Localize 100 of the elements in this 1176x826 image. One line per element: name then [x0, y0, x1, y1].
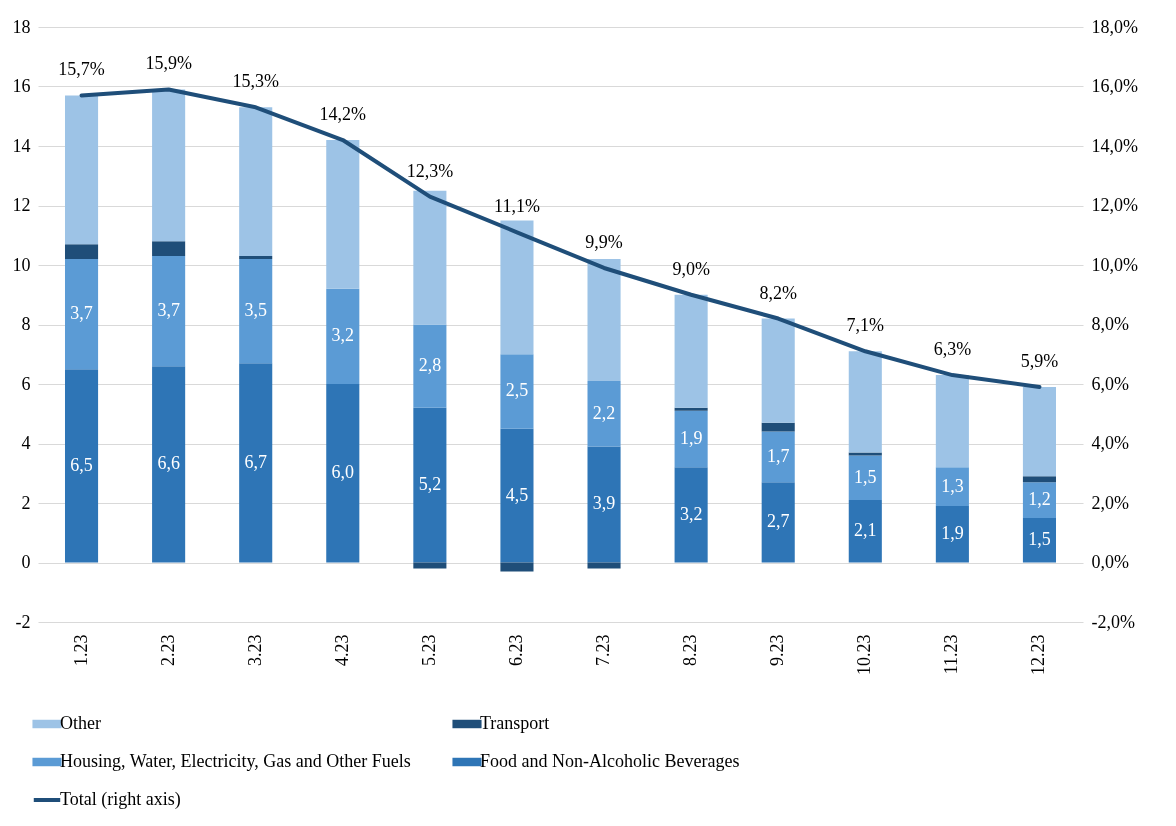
- x-tick-label: 8.23: [680, 634, 701, 666]
- data-label: 3,2: [331, 325, 355, 346]
- bar: [848, 455, 882, 501]
- bar: [326, 288, 360, 384]
- bar: [761, 422, 795, 432]
- x-tick-label: 11.23: [941, 634, 962, 675]
- data-label: 14,2%: [319, 104, 367, 125]
- y2-tick-label: 4,0%: [1091, 433, 1129, 453]
- x-tick-label: 4.23: [331, 634, 352, 666]
- data-label: 15,7%: [58, 59, 105, 80]
- bar: [500, 562, 534, 572]
- legend-label: Total (right axis): [60, 789, 181, 810]
- y2-tick-label: 10,0%: [1091, 254, 1138, 275]
- x-tick-label: 10.23: [854, 634, 875, 675]
- y2-tick-label: 0,0%: [1091, 552, 1129, 572]
- bar: [1022, 517, 1056, 563]
- data-label: 3,5: [244, 300, 267, 321]
- y2-tick-label: 8,0%: [1091, 314, 1129, 334]
- data-label: 2,5: [505, 380, 529, 401]
- bar: [500, 220, 534, 355]
- x-tick-label: 3.23: [244, 634, 265, 666]
- data-label: 3,7: [70, 303, 93, 324]
- legend-label: Other: [60, 713, 101, 733]
- y-tick-label: 14: [12, 135, 31, 156]
- bar: [413, 190, 447, 325]
- data-label: 6,7: [244, 451, 267, 472]
- data-label: 1,2: [1028, 489, 1051, 510]
- data-label: 12,3%: [406, 160, 454, 181]
- data-label: 5,2: [418, 474, 442, 495]
- bar: [674, 467, 708, 563]
- bar: [935, 467, 969, 506]
- y2-tick-label: 16,0%: [1091, 76, 1138, 96]
- bar: [935, 375, 969, 468]
- y-tick-label: 18: [12, 16, 31, 37]
- data-label: 8,2%: [759, 282, 797, 303]
- data-label: 2,2: [592, 402, 616, 423]
- bar: [65, 259, 99, 370]
- x-tick-label: 1.23: [70, 634, 91, 666]
- y2-tick-label: 12,0%: [1091, 195, 1138, 215]
- bar: [674, 294, 708, 408]
- data-label: 6,6: [157, 453, 180, 474]
- bar: [326, 140, 360, 289]
- bar: [500, 428, 534, 563]
- y2-tick-label: -2,0%: [1091, 611, 1135, 632]
- data-label: 1,5: [1028, 529, 1051, 550]
- bar: [152, 89, 186, 242]
- y-tick-label: 10: [12, 254, 31, 275]
- y2-tick-label: 6,0%: [1091, 373, 1129, 394]
- data-label: 1,9: [941, 523, 964, 544]
- data-label: 6,0: [331, 462, 355, 483]
- x-tick-label: 5.23: [418, 634, 439, 666]
- data-label: 1,7: [766, 445, 790, 466]
- data-label: 3,7: [157, 300, 180, 321]
- bar: [761, 482, 795, 563]
- data-label: 15,9%: [145, 53, 192, 74]
- x-tick-label: 12.23: [1028, 634, 1049, 675]
- legend-label: Food and Non-Alcoholic Beverages: [480, 751, 740, 771]
- data-label: 1,3: [941, 475, 964, 496]
- data-label: 9,0%: [672, 258, 710, 279]
- bar: [674, 407, 708, 411]
- bar: [152, 256, 186, 367]
- bar: [239, 256, 273, 260]
- legend-label: Transport: [480, 713, 550, 733]
- bar: [848, 500, 882, 563]
- data-label: 11,1%: [494, 196, 540, 217]
- bar: [413, 407, 447, 563]
- bar: [587, 259, 621, 382]
- y2-tick-label: 2,0%: [1091, 492, 1129, 513]
- bar: [761, 431, 795, 483]
- data-label: 4,5: [505, 484, 529, 505]
- bar: [848, 351, 882, 453]
- data-label: 6,3%: [933, 339, 972, 360]
- data-label: 2,1: [854, 520, 877, 541]
- legend-label: Housing, Water, Electricity, Gas and Other Fuels: [60, 751, 411, 771]
- bar: [674, 410, 708, 468]
- data-label: 3,2: [679, 503, 703, 524]
- bar: [152, 366, 186, 563]
- y2-tick-label: 14,0%: [1091, 135, 1138, 156]
- data-label: 9,9%: [585, 231, 623, 252]
- data-label: 2,7: [766, 511, 790, 532]
- bar: [587, 381, 621, 447]
- bar: [239, 363, 273, 563]
- bar: [239, 107, 273, 257]
- x-tick-label: 6.23: [505, 634, 526, 666]
- y-tick-label: 8: [21, 314, 31, 334]
- y-tick-label: 6: [21, 373, 31, 394]
- bar: [500, 354, 534, 429]
- bar: [761, 318, 795, 423]
- data-label: 15,3%: [232, 71, 279, 92]
- data-label: 1,9: [679, 428, 703, 449]
- y-tick-label: -2: [15, 611, 31, 632]
- bar: [1022, 476, 1056, 483]
- bar: [413, 324, 447, 408]
- data-label: 6,5: [70, 454, 93, 475]
- bar: [65, 95, 99, 245]
- data-label: 3,9: [592, 493, 616, 514]
- x-tick-label: 2.23: [157, 634, 178, 666]
- y-tick-label: 4: [21, 433, 31, 453]
- data-label: 2,8: [418, 355, 442, 376]
- bar: [935, 505, 969, 563]
